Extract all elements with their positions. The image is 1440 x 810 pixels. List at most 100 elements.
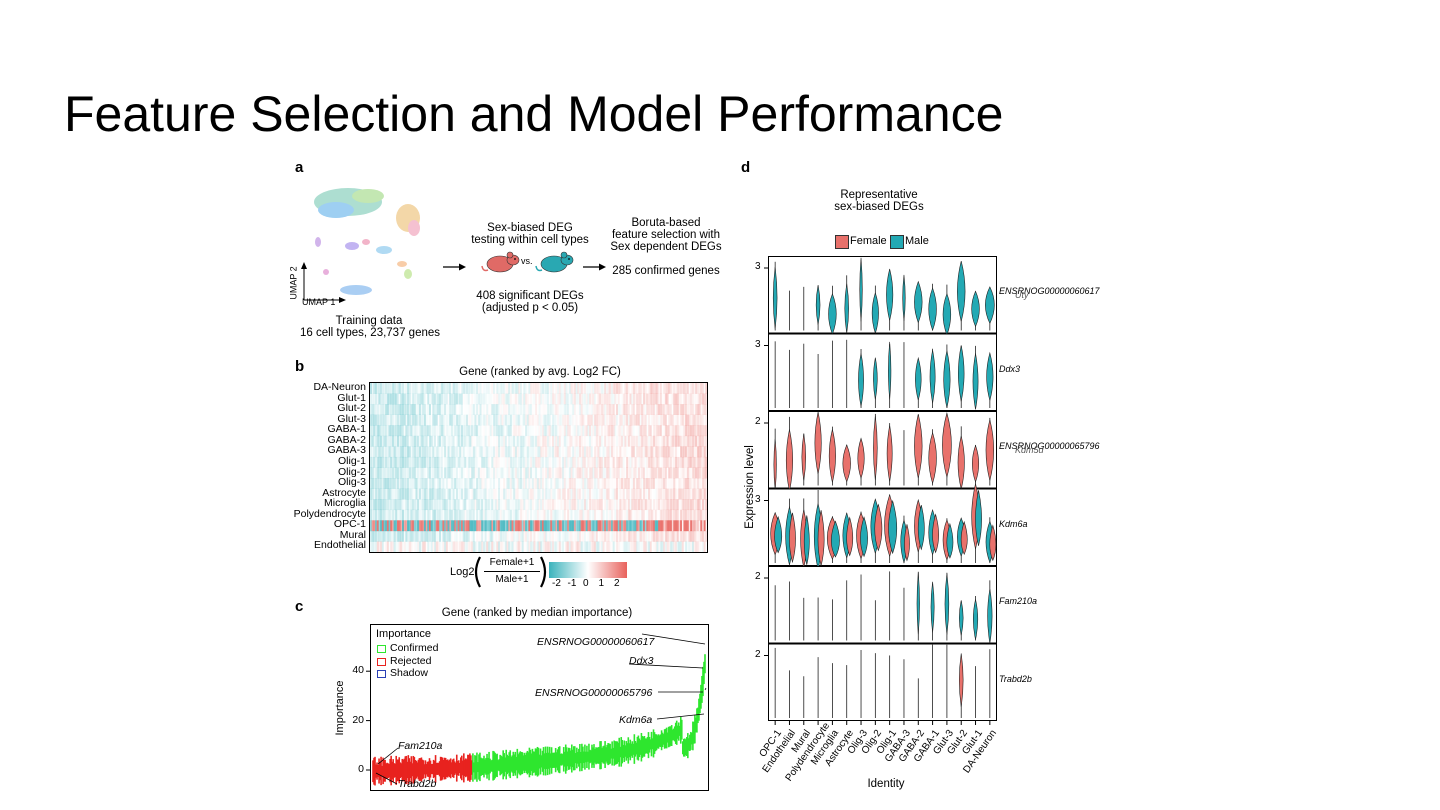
heatmap-cell — [541, 499, 544, 511]
heatmap-cell — [567, 393, 570, 405]
heatmap-cell — [637, 478, 640, 489]
heatmap-cell — [450, 520, 453, 532]
heatmap-cell — [405, 478, 408, 489]
heatmap-cell — [489, 446, 492, 458]
heatmap-cell — [674, 446, 677, 458]
heatmap-cell — [658, 425, 661, 437]
heatmap-cell — [634, 414, 637, 426]
heatmap-cell — [609, 393, 612, 405]
heatmap-cell — [498, 499, 501, 511]
heatmap-cell — [420, 509, 423, 521]
heatmap-cell — [521, 414, 524, 426]
violin-shape — [928, 287, 937, 332]
heatmap-cell — [418, 446, 421, 458]
heatmap-cell — [585, 404, 588, 415]
heatmap-cell — [400, 467, 403, 479]
heatmap-cell — [541, 393, 544, 405]
heatmap-cell — [484, 435, 487, 447]
heatmap-cell — [407, 414, 410, 426]
heatmap-cell — [471, 509, 474, 521]
heatmap-cell — [423, 499, 426, 511]
heatmap-cell — [407, 435, 410, 447]
heatmap-cell — [482, 509, 485, 521]
heatmap-cell — [674, 393, 677, 405]
heatmap-cell — [386, 499, 389, 511]
heatmap-cell — [669, 456, 672, 468]
heatmap-cell — [380, 404, 383, 415]
heatmap-cell — [388, 499, 391, 511]
heatmap-cell — [471, 467, 474, 479]
heatmap-cell — [558, 530, 561, 542]
heatmap-cell — [494, 541, 497, 553]
heatmap-cell — [530, 488, 533, 500]
heatmap-cell — [413, 404, 416, 415]
heatmap-cell — [663, 435, 666, 447]
annotation-fam210a: Fam210a — [398, 740, 443, 752]
heatmap-cell — [459, 446, 462, 458]
heatmap-cell — [555, 435, 558, 447]
heatmap-cell — [467, 446, 470, 458]
heatmap-cell — [565, 499, 568, 511]
heatmap-cell — [526, 414, 529, 426]
heatmap-cell — [477, 393, 480, 405]
heatmap-cell — [693, 383, 696, 394]
heatmap-cell — [484, 488, 487, 500]
heatmap-cell — [585, 520, 588, 532]
heatmap-cell — [578, 425, 581, 437]
heatmap-cell — [530, 499, 533, 511]
heatmap-cell — [498, 425, 501, 437]
heatmap-cell — [558, 414, 561, 426]
heatmap-cell — [418, 467, 421, 479]
heatmap-cell — [649, 499, 652, 511]
heatmap-cell — [493, 414, 495, 426]
heatmap-cell — [550, 541, 553, 553]
heatmap-cell — [686, 509, 689, 521]
heatmap-cell — [572, 499, 575, 511]
heatmap-cell — [425, 530, 428, 542]
importance-ytick-label: 20 — [352, 713, 364, 726]
heatmap-cell — [558, 520, 561, 532]
heatmap-cell — [412, 404, 415, 415]
heatmap-cell — [533, 435, 536, 447]
heatmap-cell — [386, 530, 389, 542]
heatmap-cell — [671, 520, 674, 532]
heatmap-cell — [673, 488, 676, 500]
heatmap-cell — [671, 488, 674, 500]
heatmap-cell — [447, 425, 450, 437]
heatmap-cell — [609, 425, 612, 437]
heatmap-cell — [676, 530, 679, 542]
heatmap-cell — [664, 383, 667, 394]
violin-shape — [929, 349, 936, 404]
heatmap-cell — [398, 383, 401, 394]
heatmap-cell — [450, 425, 453, 437]
heatmap-cell — [476, 383, 479, 394]
heatmap-cell — [582, 509, 585, 521]
heatmap-cell — [378, 488, 381, 500]
heatmap-cell — [432, 393, 435, 405]
heatmap-cell — [555, 541, 558, 553]
heatmap-cell — [648, 383, 651, 394]
heatmap-cell — [616, 541, 618, 553]
heatmap-cell — [528, 499, 531, 511]
heatmap-cell — [616, 467, 618, 479]
heatmap-cell — [612, 393, 615, 405]
heatmap-cell — [437, 488, 440, 500]
heatmap-cell — [703, 541, 706, 553]
heatmap-cell — [538, 488, 541, 500]
heatmap-cell — [565, 425, 568, 437]
heatmap-cell — [371, 383, 374, 394]
heatmap-cell — [452, 383, 455, 394]
heatmap-cell — [642, 499, 645, 511]
heatmap-cell — [605, 456, 608, 468]
heatmap-cell — [370, 404, 372, 415]
heatmap-cell — [434, 509, 437, 521]
heatmap-cell — [688, 530, 691, 542]
heatmap-cell — [508, 435, 511, 447]
heatmap-cell — [412, 425, 415, 437]
heatmap-cell — [589, 383, 592, 394]
heatmap-cell — [380, 467, 383, 479]
heatmap-cell — [477, 478, 480, 489]
heatmap-cell — [444, 383, 447, 394]
heatmap-cell — [445, 383, 448, 394]
heatmap-cell — [430, 383, 433, 394]
